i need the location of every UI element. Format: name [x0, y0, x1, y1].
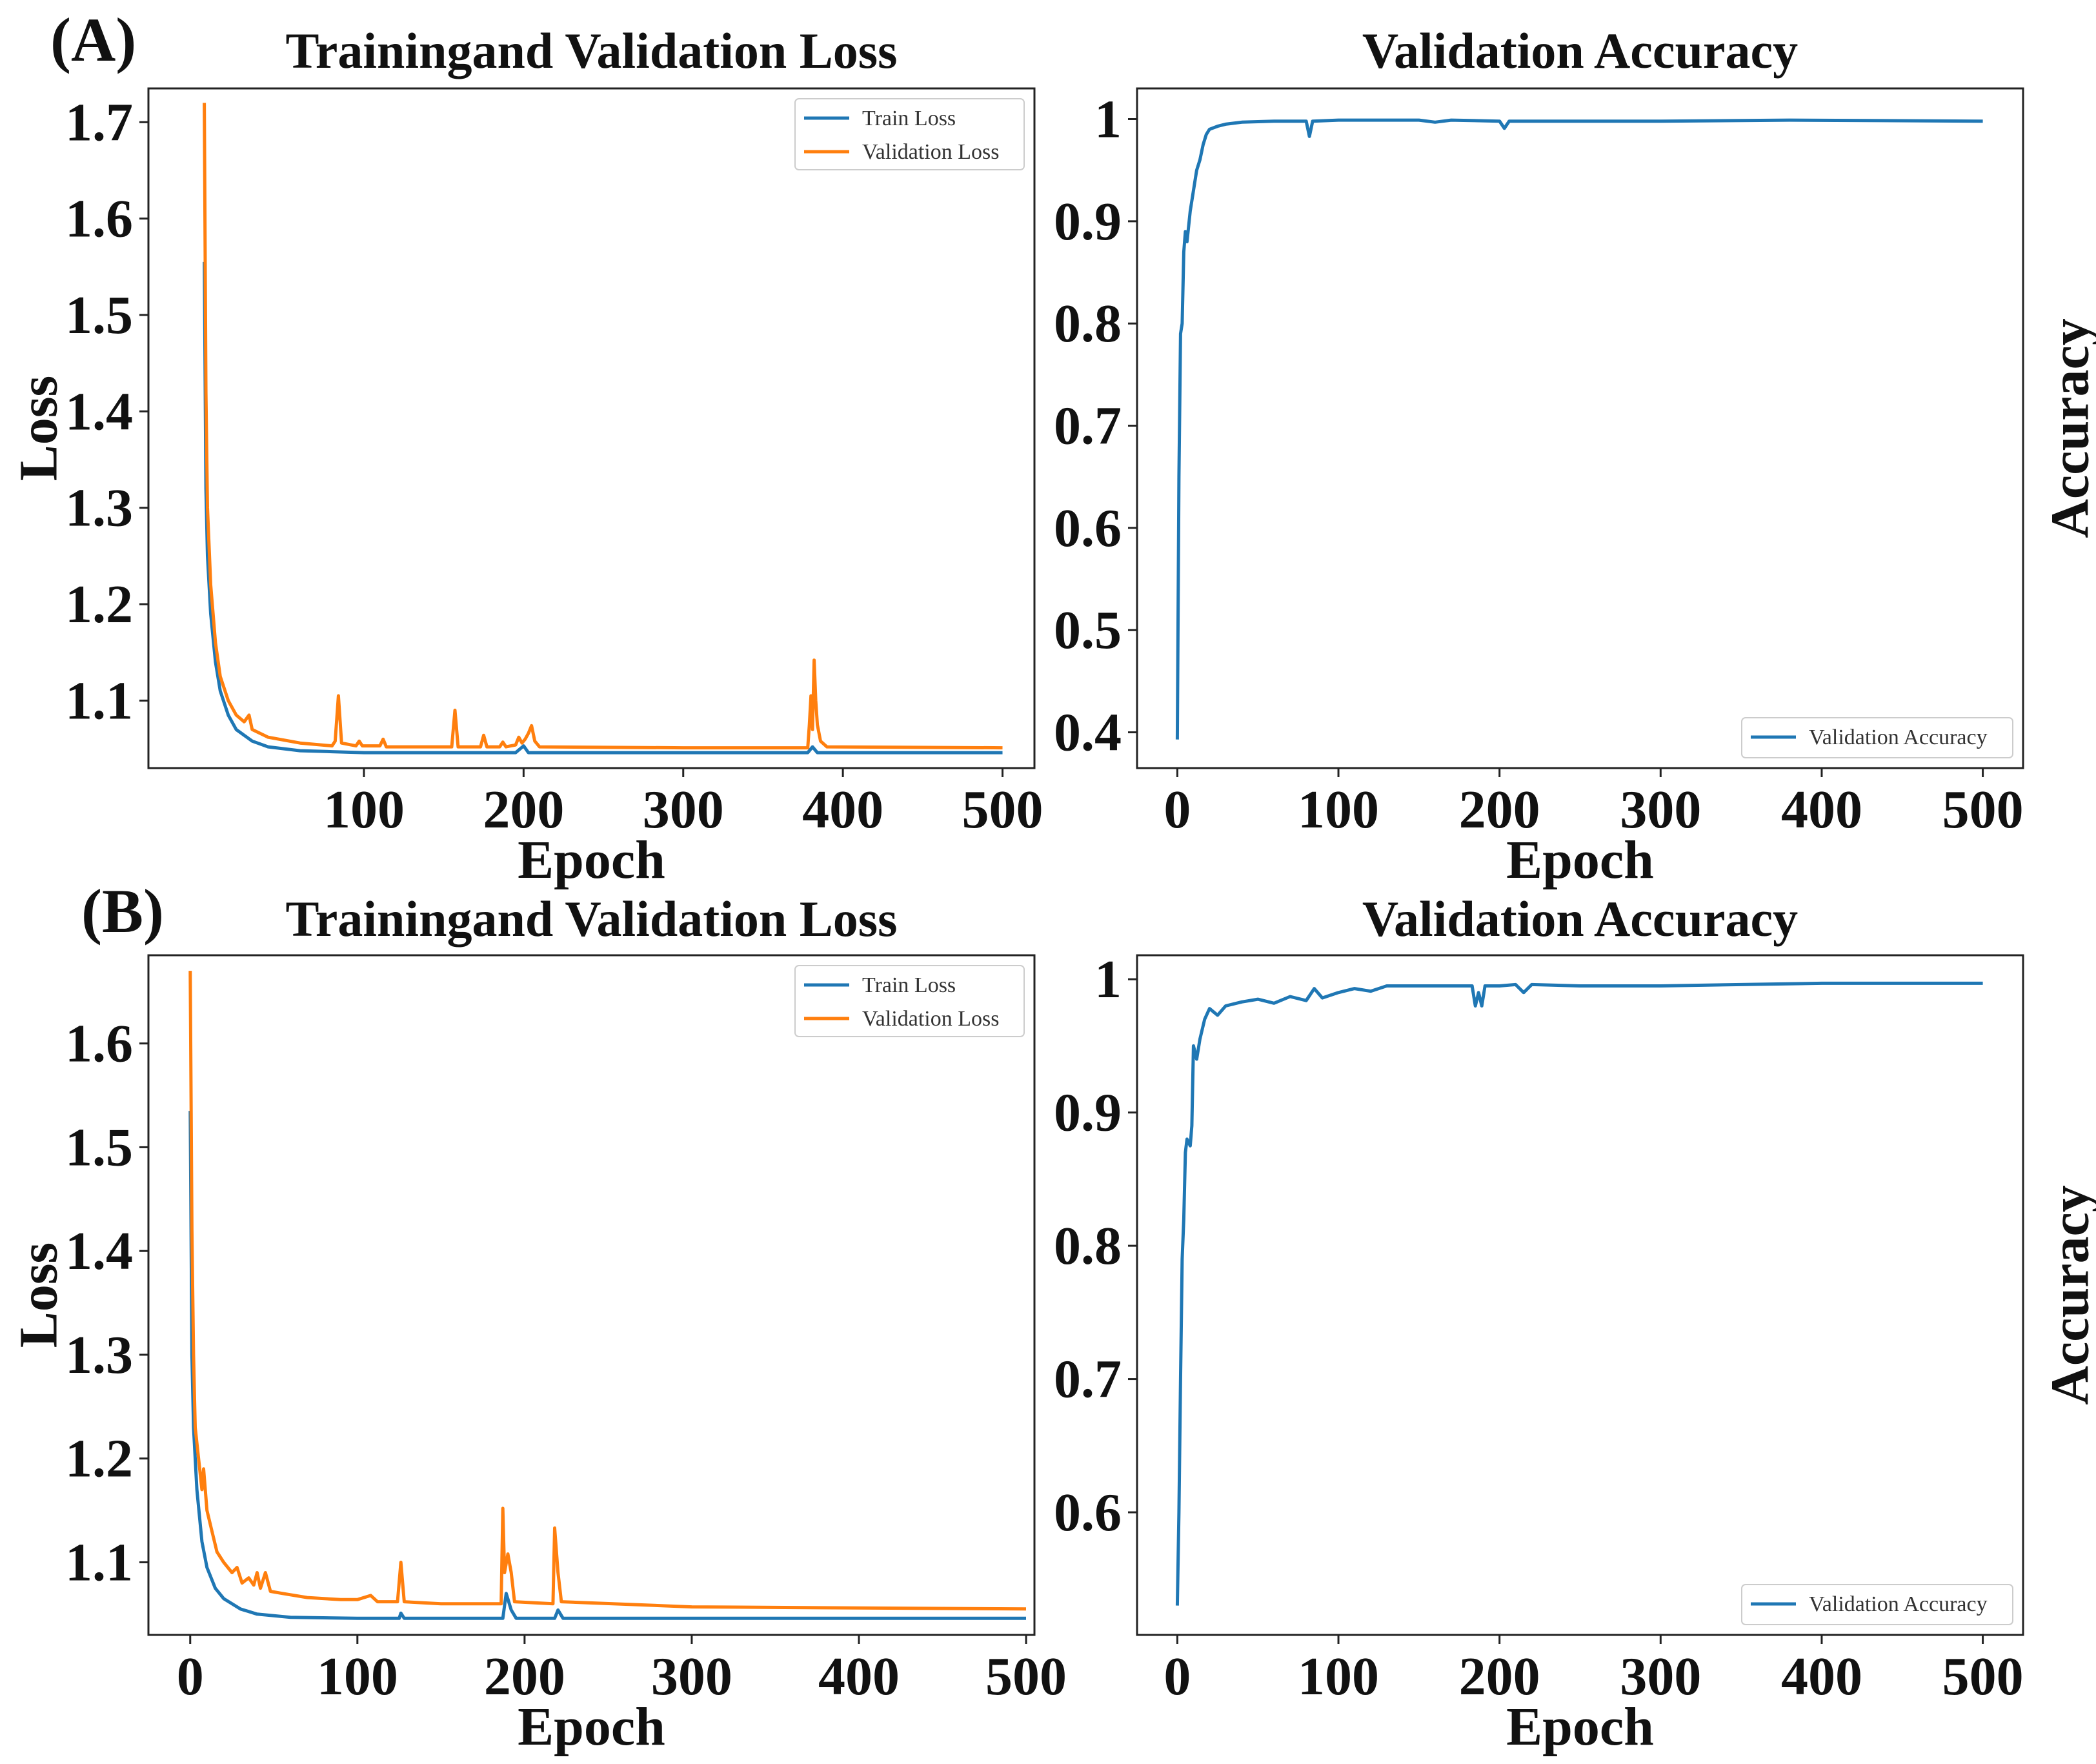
- y-tick-label: 1.3: [65, 1325, 133, 1385]
- y-axis-label: Accuracy: [2041, 1185, 2096, 1405]
- x-tick-label: 0: [1164, 780, 1191, 840]
- chart-title: Validation Accuracy: [1362, 23, 1798, 79]
- y-tick-label: 1.7: [65, 92, 133, 152]
- legend-label: Validation Accuracy: [1809, 725, 1988, 749]
- y-tick-label: 1.4: [65, 1221, 133, 1281]
- chart-title: Trainingand Validation Loss: [286, 23, 898, 79]
- x-tick-label: 100: [317, 1647, 398, 1707]
- y-tick-label: 0.9: [1054, 192, 1122, 252]
- legend-label: Validation Accuracy: [1809, 1592, 1988, 1616]
- x-tick-label: 200: [484, 1647, 565, 1707]
- series-line-validation-accuracy: [1175, 118, 1983, 740]
- x-tick-label: 200: [483, 780, 564, 840]
- legend-box: [794, 98, 1025, 170]
- x-axis-label: Epoch: [518, 1697, 665, 1757]
- x-axis-label: Epoch: [1506, 830, 1654, 890]
- y-tick-label: 0.9: [1054, 1083, 1122, 1143]
- y-axis-label: Accuracy: [2041, 318, 2096, 538]
- y-tick-label: 1.1: [65, 1532, 133, 1592]
- legend-box: [1741, 717, 2013, 758]
- y-tick-label: 1: [1094, 90, 1122, 150]
- legend-label: Validation Loss: [862, 1007, 999, 1031]
- x-tick-label: 400: [818, 1647, 900, 1707]
- legend-label: Train Loss: [862, 106, 956, 130]
- x-tick-label: 0: [1164, 1647, 1191, 1707]
- x-tick-label: 300: [651, 1647, 732, 1707]
- y-tick-label: 1.6: [65, 189, 133, 249]
- y-tick-label: 1.5: [65, 1117, 133, 1177]
- series-line-validation-accuracy: [1175, 981, 1983, 1606]
- chart-a-accuracy: Validation Accuracy 0 100 200 300 400 500 0.4 0.…: [1054, 23, 2096, 890]
- y-tick-label: 0.8: [1054, 1216, 1122, 1276]
- y-tick-label: 1.1: [65, 671, 133, 731]
- y-tick-label: 1: [1094, 949, 1122, 1009]
- x-tick-label: 500: [1942, 780, 2024, 840]
- y-tick-label: 0.6: [1054, 1483, 1122, 1543]
- y-tick-label: 0.7: [1054, 396, 1122, 456]
- x-tick-label: 300: [643, 780, 724, 840]
- x-tick-label: 300: [1620, 1647, 1701, 1707]
- x-axis-label: Epoch: [1506, 1697, 1654, 1757]
- x-tick-label: 500: [985, 1647, 1067, 1707]
- y-tick-label: 1.5: [65, 285, 133, 345]
- chart-title: Validation Accuracy: [1362, 891, 1798, 947]
- x-tick-label: 100: [1298, 780, 1379, 840]
- y-tick-label: 0.5: [1054, 600, 1122, 660]
- y-tick-label: 1.4: [65, 381, 133, 441]
- x-tick-label: 200: [1459, 780, 1540, 840]
- legend-box: [794, 965, 1025, 1037]
- x-tick-label: 300: [1620, 780, 1701, 840]
- panel-label-a: (A): [50, 5, 137, 74]
- x-tick-label: 100: [323, 780, 405, 840]
- y-tick-label: 1.3: [65, 478, 133, 538]
- x-tick-label: 100: [1298, 1647, 1379, 1707]
- x-tick-label: 400: [1781, 780, 1862, 840]
- plot-frame: [1136, 87, 2024, 769]
- x-tick-label: 200: [1459, 1647, 1540, 1707]
- plot-frame: [147, 87, 1036, 769]
- x-axis-label: Epoch: [518, 830, 665, 890]
- y-axis-label: Loss: [9, 376, 69, 481]
- y-tick-label: 1.6: [65, 1014, 133, 1074]
- x-tick-label: 400: [802, 780, 883, 840]
- x-tick-label: 400: [1781, 1647, 1862, 1707]
- y-axis-label: Loss: [9, 1242, 69, 1348]
- series-line-validation-loss: [203, 103, 1003, 750]
- y-tick-label: 0.4: [1054, 703, 1122, 763]
- series-line-train-loss: [203, 261, 1003, 755]
- y-tick-label: 0.8: [1054, 294, 1122, 354]
- y-tick-label: 1.2: [65, 1429, 133, 1489]
- plot-frame: [147, 954, 1036, 1636]
- series-line-train-loss: [188, 1111, 1026, 1620]
- series-line-validation-loss: [188, 971, 1027, 1611]
- legend-box: [1741, 1584, 2013, 1625]
- chart-a-loss: Trainingand Validation Loss 100 200 300 400 5…: [9, 23, 1043, 890]
- y-tick-label: 0.7: [1054, 1350, 1122, 1410]
- x-tick-label: 500: [962, 780, 1043, 840]
- y-tick-label: 1.2: [65, 574, 133, 634]
- legend-label: Train Loss: [862, 973, 956, 997]
- x-tick-label: 0: [177, 1647, 204, 1707]
- chart-b-loss: Trainingand Validation Loss 0 100 200 300 400…: [9, 891, 1067, 1757]
- x-tick-label: 500: [1942, 1647, 2024, 1707]
- plot-frame: [1136, 954, 2024, 1636]
- chart-title: Trainingand Validation Loss: [286, 891, 898, 947]
- legend-label: Validation Loss: [862, 140, 999, 164]
- y-tick-label: 0.6: [1054, 498, 1122, 558]
- panel-label-b: (B): [81, 877, 164, 946]
- chart-b-accuracy: Validation Accuracy 0 100 200 300 400 500 0.6 0.…: [1054, 891, 2096, 1757]
